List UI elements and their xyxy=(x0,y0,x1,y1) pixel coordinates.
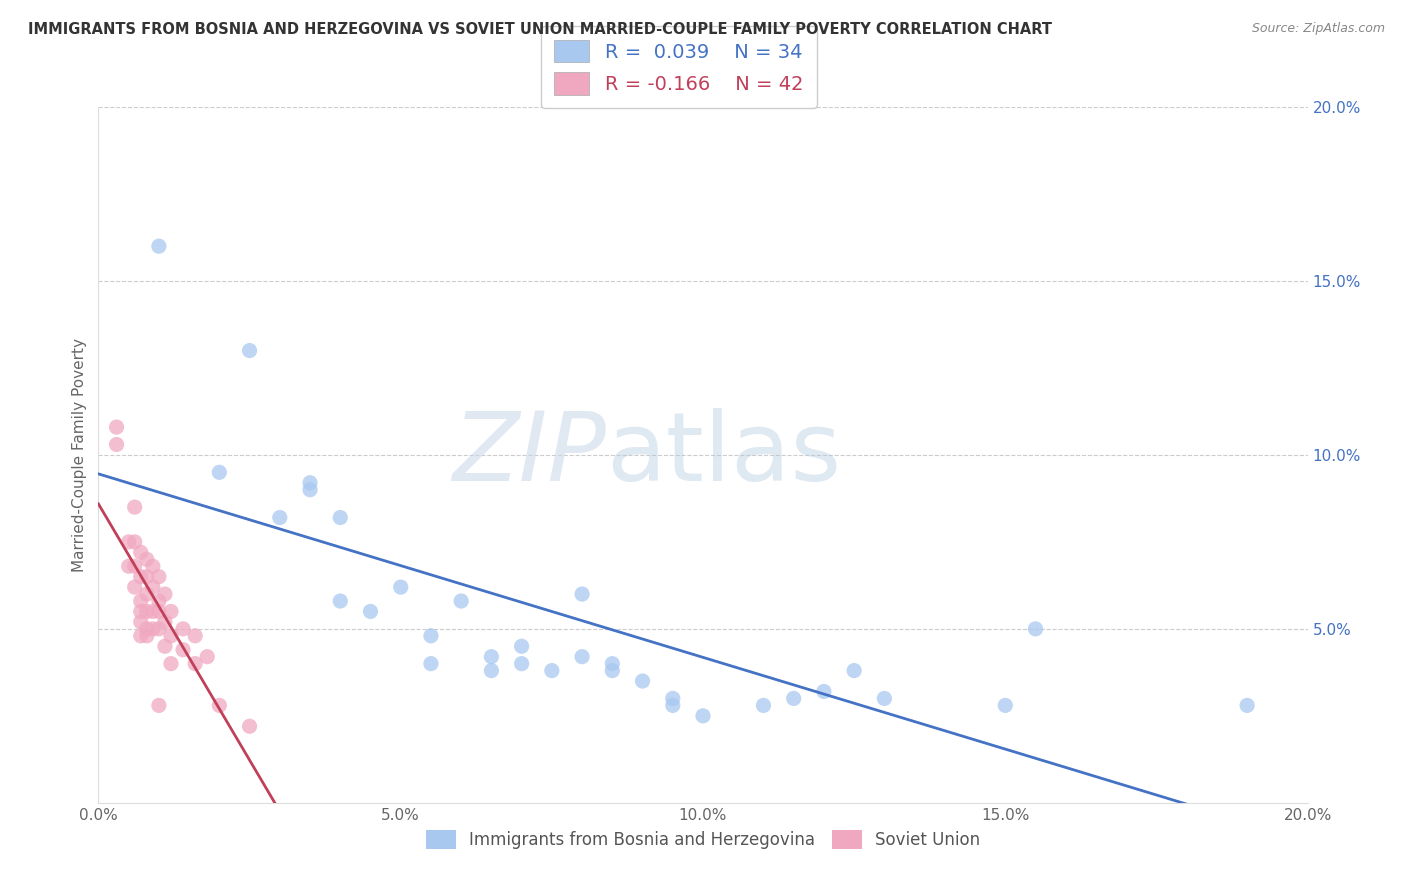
Point xyxy=(135,570,157,584)
Point xyxy=(1024,622,1046,636)
Point xyxy=(631,674,654,689)
Point xyxy=(813,684,835,698)
Text: ZIP: ZIP xyxy=(453,409,606,501)
Point xyxy=(299,483,322,497)
Point xyxy=(129,545,152,559)
Point xyxy=(481,664,503,678)
Point xyxy=(172,622,194,636)
Point xyxy=(184,629,207,643)
Point xyxy=(118,534,141,549)
Text: Source: ZipAtlas.com: Source: ZipAtlas.com xyxy=(1251,22,1385,36)
Point xyxy=(420,657,443,671)
Point xyxy=(160,605,183,619)
Point xyxy=(105,420,128,434)
Point xyxy=(602,657,624,671)
Point xyxy=(450,594,472,608)
Point xyxy=(129,594,152,608)
Point xyxy=(184,657,207,671)
Point xyxy=(153,587,176,601)
Point xyxy=(153,639,176,653)
Point xyxy=(208,466,231,480)
Point xyxy=(129,605,152,619)
Point xyxy=(269,510,291,524)
Point xyxy=(124,559,146,574)
Point xyxy=(510,657,533,671)
Text: IMMIGRANTS FROM BOSNIA AND HERZEGOVINA VS SOVIET UNION MARRIED-COUPLE FAMILY POV: IMMIGRANTS FROM BOSNIA AND HERZEGOVINA V… xyxy=(28,22,1052,37)
Point xyxy=(844,664,866,678)
Point xyxy=(661,698,683,713)
Point xyxy=(239,719,262,733)
Text: atlas: atlas xyxy=(606,409,841,501)
Point xyxy=(1236,698,1258,713)
Point xyxy=(510,639,533,653)
Point xyxy=(142,580,165,594)
Point xyxy=(994,698,1017,713)
Point xyxy=(148,605,170,619)
Point xyxy=(571,649,593,664)
Point xyxy=(142,559,165,574)
Point xyxy=(153,615,176,629)
Point xyxy=(692,708,714,723)
Point xyxy=(661,691,683,706)
Point xyxy=(135,622,157,636)
Point xyxy=(148,239,170,253)
Point xyxy=(160,657,183,671)
Point xyxy=(783,691,806,706)
Point xyxy=(873,691,896,706)
Point xyxy=(195,649,218,664)
Point xyxy=(481,649,503,664)
Point xyxy=(299,475,322,490)
Point xyxy=(118,559,141,574)
Point xyxy=(135,629,157,643)
Point xyxy=(360,605,382,619)
Point xyxy=(148,594,170,608)
Point xyxy=(105,437,128,451)
Legend: Immigrants from Bosnia and Herzegovina, Soviet Union: Immigrants from Bosnia and Herzegovina, … xyxy=(418,822,988,857)
Point xyxy=(135,552,157,566)
Y-axis label: Married-Couple Family Poverty: Married-Couple Family Poverty xyxy=(72,338,87,572)
Point xyxy=(129,615,152,629)
Point xyxy=(135,587,157,601)
Point xyxy=(752,698,775,713)
Point xyxy=(172,642,194,657)
Point xyxy=(124,500,146,514)
Point xyxy=(142,622,165,636)
Point xyxy=(160,629,183,643)
Point xyxy=(135,605,157,619)
Point xyxy=(124,534,146,549)
Point xyxy=(329,594,352,608)
Point xyxy=(148,622,170,636)
Point xyxy=(239,343,262,358)
Point xyxy=(142,605,165,619)
Point xyxy=(208,698,231,713)
Point xyxy=(329,510,352,524)
Point xyxy=(389,580,412,594)
Point xyxy=(129,629,152,643)
Point xyxy=(540,664,562,678)
Point xyxy=(124,580,146,594)
Point xyxy=(571,587,593,601)
Point xyxy=(148,698,170,713)
Point xyxy=(420,629,443,643)
Point xyxy=(602,664,624,678)
Point xyxy=(148,570,170,584)
Point xyxy=(129,570,152,584)
